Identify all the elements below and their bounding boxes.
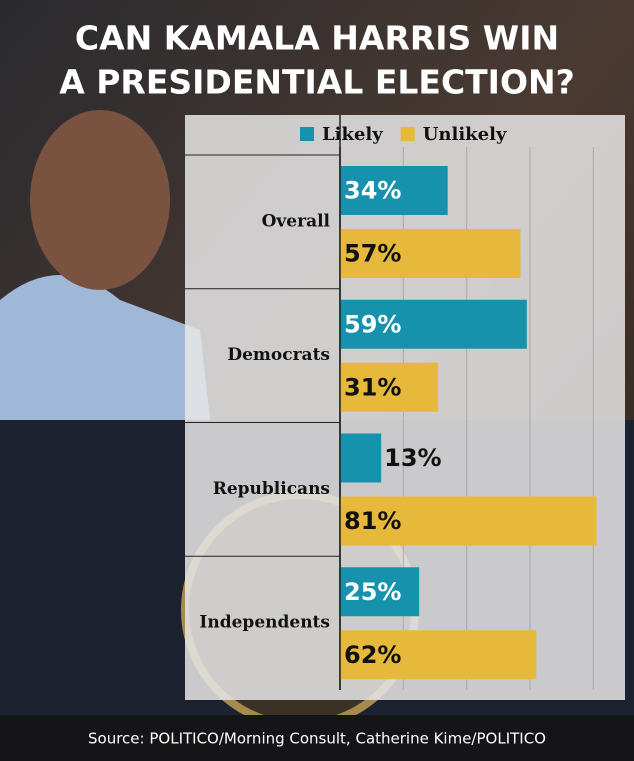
data-label: 31% <box>344 373 401 401</box>
bar <box>340 362 439 412</box>
category-label: Democrats <box>227 345 330 365</box>
data-label: 25% <box>344 578 401 606</box>
legend-swatch <box>400 127 415 141</box>
data-label: 13% <box>384 444 441 472</box>
category-label: Republicans <box>213 479 330 499</box>
legend-swatch <box>300 127 314 141</box>
data-label: 59% <box>344 310 401 338</box>
bar <box>340 496 597 546</box>
legend-label: Unlikely <box>423 124 507 145</box>
data-label: 81% <box>344 507 401 535</box>
bar <box>340 433 382 483</box>
data-label: 62% <box>344 641 401 669</box>
bar <box>340 630 537 680</box>
bar <box>340 229 521 278</box>
source: Source: POLITICO/Morning Consult, Cather… <box>88 730 546 748</box>
figure-head <box>30 110 170 290</box>
chart-title: A PRESIDENTIAL ELECTION? <box>59 63 575 102</box>
figure <box>0 275 210 420</box>
data-label: 34% <box>344 177 401 205</box>
category-label: Overall <box>262 211 331 231</box>
bar <box>340 299 527 349</box>
source-band <box>0 715 634 761</box>
data-label: 57% <box>344 240 401 268</box>
legend-label: Likely <box>322 124 383 145</box>
bar <box>340 166 448 215</box>
chart-title: CAN KAMALA HARRIS WIN <box>75 19 559 58</box>
bar <box>340 567 420 617</box>
category-label: Independents <box>199 613 330 633</box>
